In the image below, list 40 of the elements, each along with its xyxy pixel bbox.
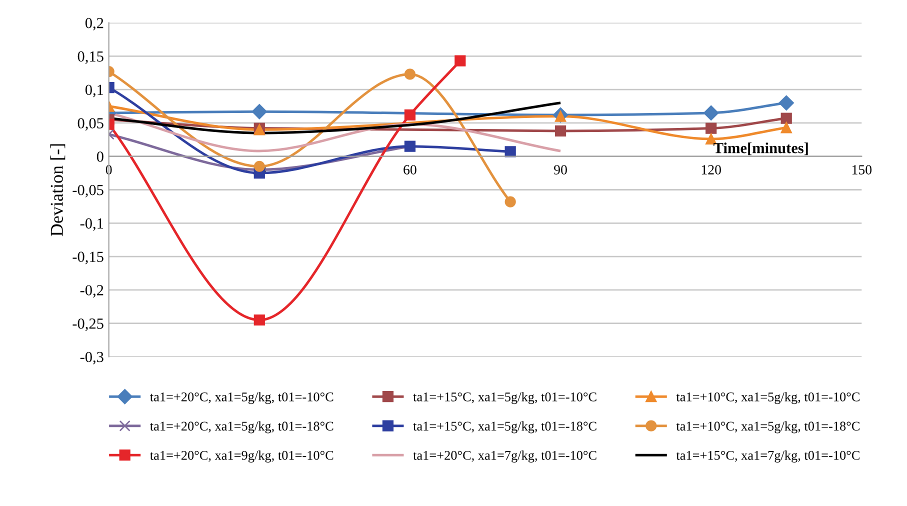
legend-label: ta1=+20°C, xa1=5g/kg, t01=-18°C — [150, 421, 334, 434]
point — [404, 109, 416, 120]
x-tick-label: 60 — [404, 165, 416, 174]
legend-label: ta1=+15°C, xa1=5g/kg, t01=-10°C — [413, 392, 596, 404]
point — [778, 95, 794, 110]
x-tick-label: 120 — [702, 165, 721, 174]
y-tick-label: -0,3 — [80, 352, 104, 364]
y-tick-label: -0,25 — [72, 318, 104, 331]
point — [252, 104, 267, 120]
point — [554, 125, 566, 137]
x-tick-label: 90 — [554, 165, 567, 174]
y-tick-label: 0,2 — [85, 18, 104, 30]
point — [454, 55, 466, 66]
y-tick-label: -0,1 — [80, 218, 104, 231]
legend-label: ta1=+15°C, xa1=5g/kg, t01=-18°C — [413, 421, 596, 434]
x-axis-title: Time[minutes] — [714, 142, 808, 156]
y-tick-label: -0,2 — [80, 285, 104, 298]
legend-label: ta1=+10°C, xa1=5g/kg, t01=-18°C — [676, 421, 860, 434]
legend-label: ta1=+20°C, xa1=7g/kg, t01=-10°C — [413, 450, 596, 463]
point — [780, 112, 792, 124]
point — [780, 122, 792, 134]
point — [254, 314, 265, 326]
legend-label: ta1=+20°C, xa1=5g/kg, t01=-10°C — [150, 392, 334, 404]
point — [704, 105, 719, 121]
point — [404, 68, 416, 80]
y-tick-label: 0,15 — [78, 51, 104, 64]
legend-label: ta1=+10°C, xa1=5g/kg, t01=-10°C — [676, 392, 860, 404]
point — [504, 196, 516, 208]
point — [706, 122, 717, 134]
y-tick-label: 0,1 — [85, 84, 104, 98]
y-tick-label: 0,05 — [78, 118, 104, 131]
y-tick-label: -0,05 — [72, 184, 104, 198]
legend-label: ta1=+20°C, xa1=9g/kg, t01=-10°C — [150, 450, 334, 463]
y-tick-label: 0 — [96, 151, 104, 162]
x-tick-label: 0 — [106, 165, 112, 174]
point — [504, 146, 516, 158]
y-tick-label: -0,15 — [72, 252, 104, 264]
y-axis-title: Deviation [-] — [50, 144, 66, 236]
legend-label: ta1=+15°C, xa1=7g/kg, t01=-10°C — [676, 450, 860, 463]
x-tick-label: 150 — [852, 165, 872, 174]
